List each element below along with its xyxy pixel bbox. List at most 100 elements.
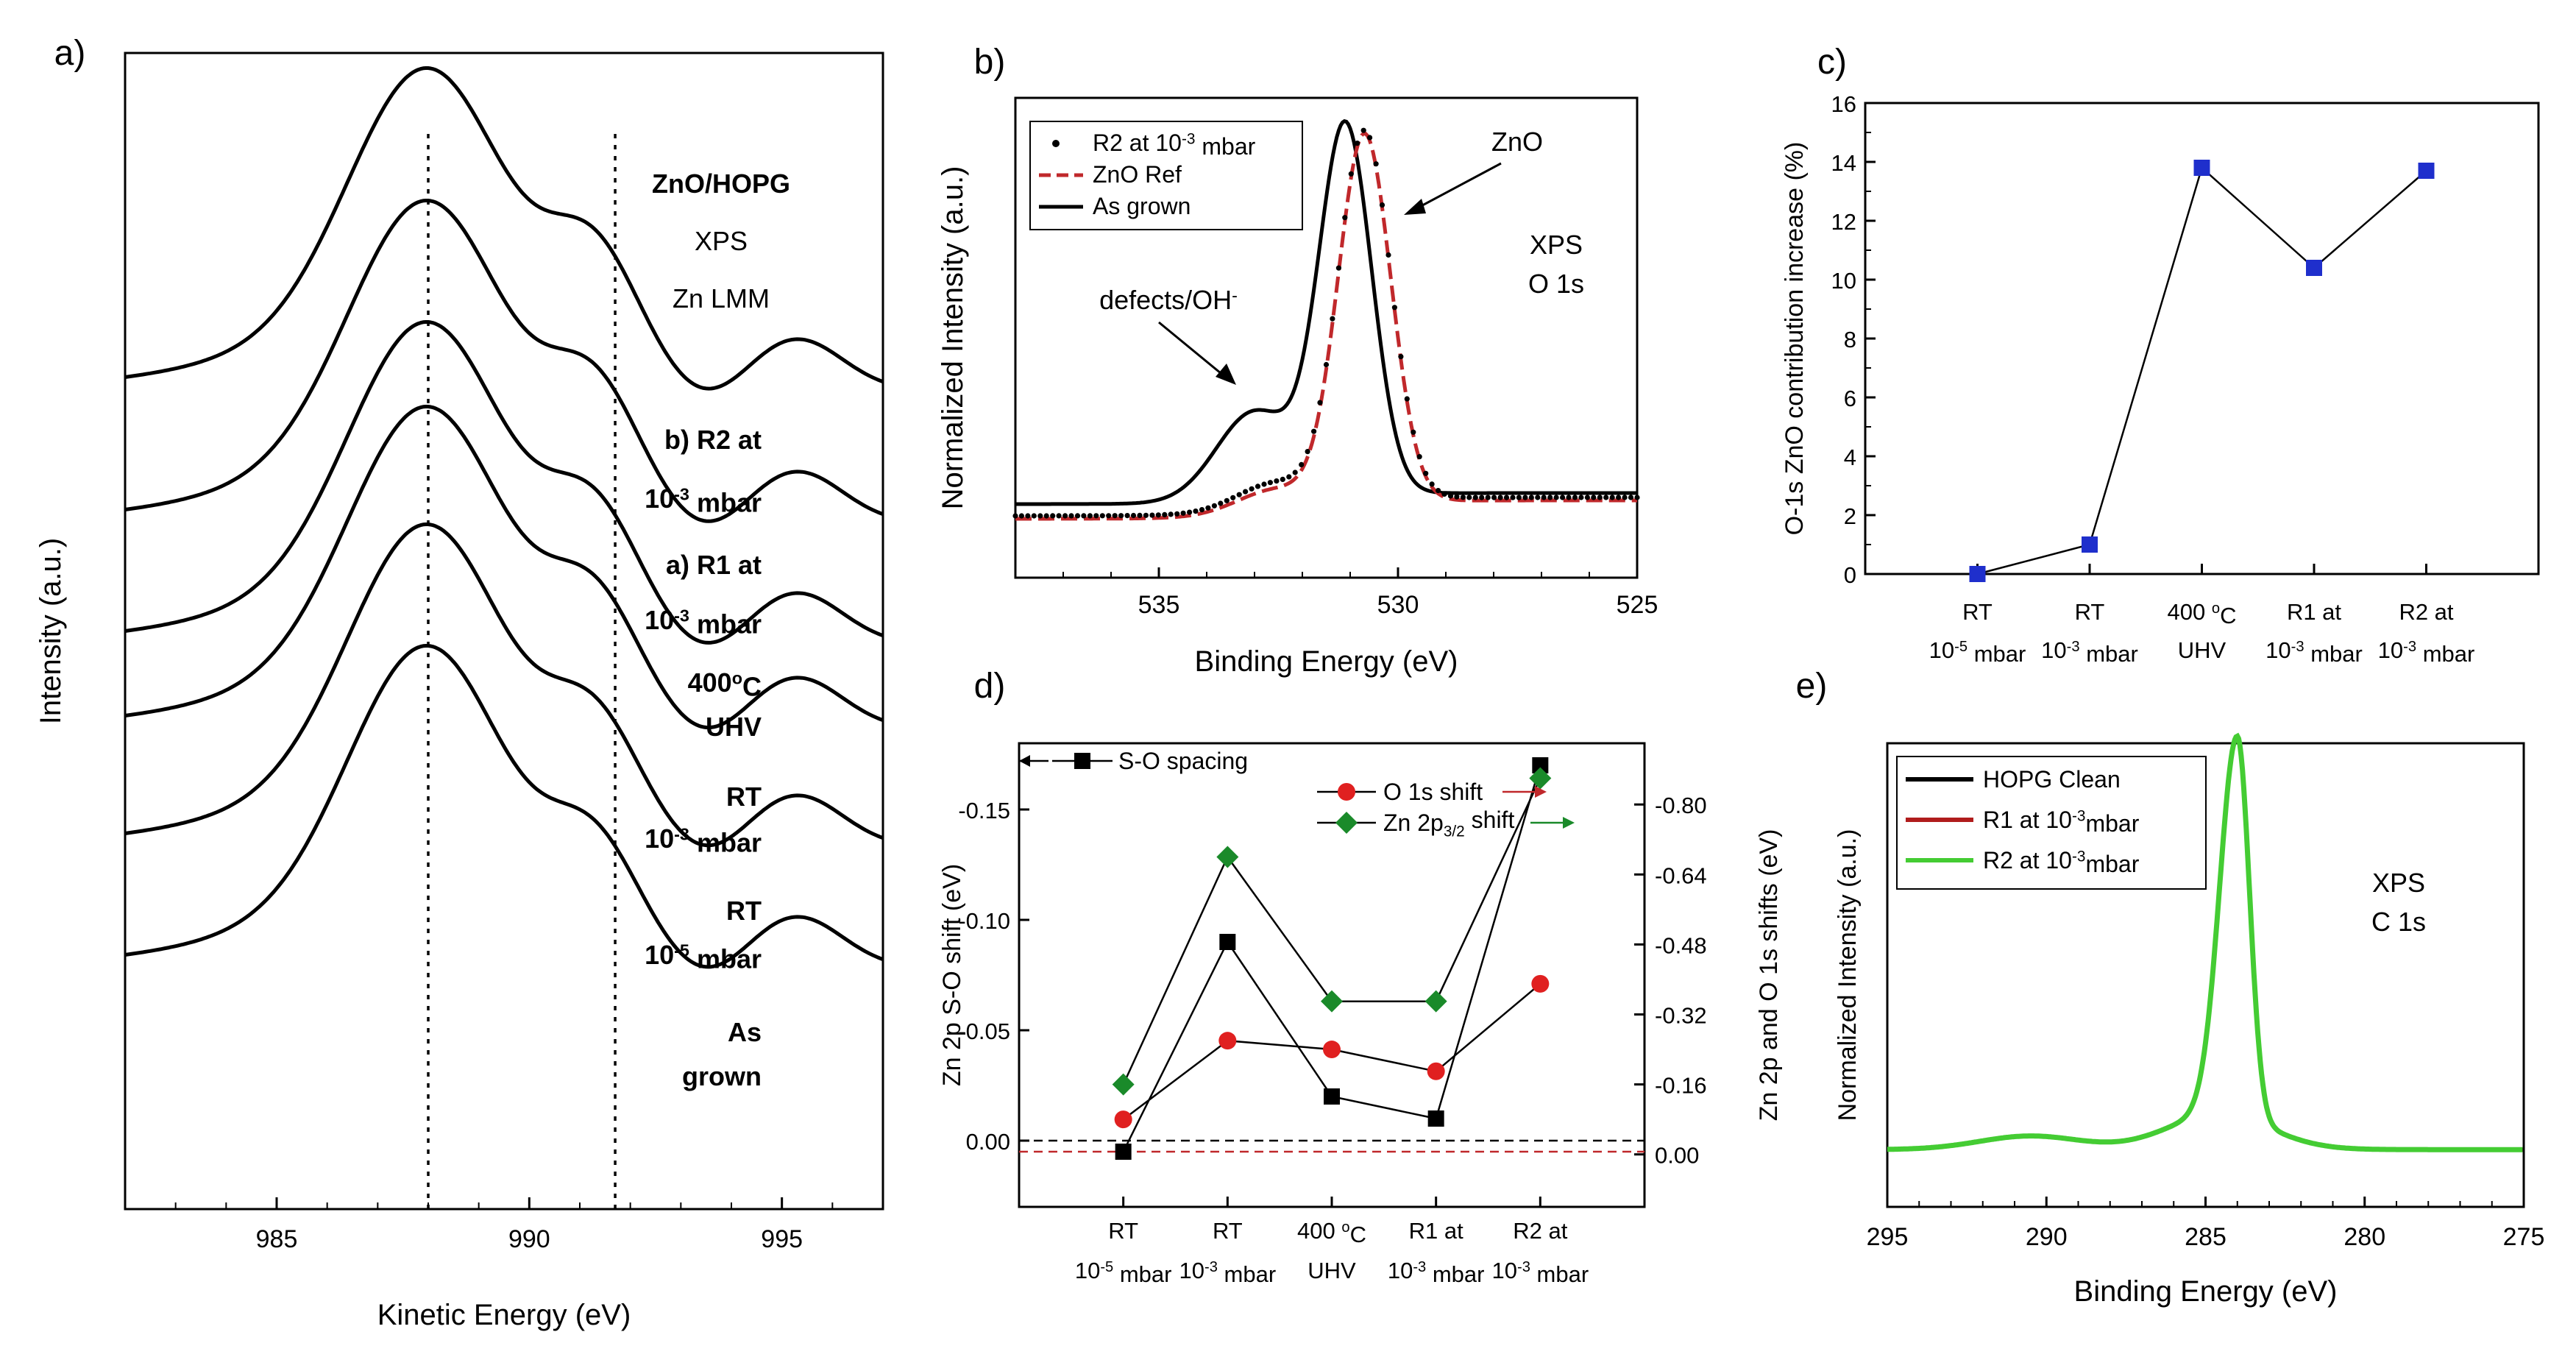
x-tick-label-e-1: 290	[2026, 1223, 2068, 1251]
legend-marker-zn2p	[1335, 812, 1358, 834]
x-tick-label-b-0: 535	[1138, 591, 1180, 619]
data-point-r2	[1578, 495, 1584, 500]
data-point-r2	[1286, 474, 1292, 480]
data-point-r2	[1348, 171, 1354, 177]
y-tick-label-c-5: 10	[1831, 268, 1856, 294]
data-point-r2	[1025, 513, 1031, 519]
category-label-3: R1 at	[2287, 599, 2341, 625]
annotation-c1s: C 1s	[2371, 907, 2426, 937]
category-sublabel-4: 10-3​ mbar	[1492, 1258, 1589, 1287]
legend-marker-b-0	[1052, 140, 1060, 147]
data-point-r2	[1068, 513, 1074, 519]
data-point-r2	[1267, 480, 1273, 486]
data-point-d-0-4	[1532, 757, 1549, 773]
category-label-0: RT	[1962, 599, 1993, 625]
data-point-r2	[1193, 509, 1199, 514]
data-point-r2	[1099, 513, 1105, 519]
category-sublabel-2: UHV	[1307, 1258, 1356, 1283]
data-point-r2	[1566, 495, 1572, 500]
data-point-r2	[1205, 505, 1211, 511]
data-point-c-2	[2193, 160, 2210, 176]
data-point-r2	[1143, 512, 1149, 518]
category-label-4: R2 at	[1513, 1218, 1567, 1244]
spectrum-a-2	[124, 320, 884, 645]
y-tick-label-left-d-1: -0.05	[958, 1018, 1010, 1044]
data-point-r2	[1497, 495, 1503, 500]
data-point-d-2-2	[1321, 990, 1343, 1013]
legend-e: HOPG Clean R1 at 10-3​mbar R2 at 10-3​mbar	[1896, 756, 2207, 890]
series-dots-r2	[1012, 127, 1640, 519]
data-point-r2	[1510, 495, 1516, 500]
x-tick-label-a-1: 990	[508, 1225, 550, 1253]
data-point-r2	[1112, 513, 1118, 519]
annotation-arrowhead-zno	[1404, 199, 1426, 215]
title-a-2: Zn LMM	[673, 283, 770, 313]
data-point-r2	[1436, 488, 1441, 494]
panel-label-b: b)	[974, 43, 1006, 82]
x-axis-label-e: Binding Energy (eV)	[2074, 1275, 2338, 1308]
annotation-xps-b: XPS	[1530, 230, 1583, 260]
data-line-c	[1977, 166, 2427, 575]
data-point-d-1-3	[1427, 1062, 1445, 1080]
category-label-4: R2 at	[2399, 599, 2453, 625]
annotation-defects: defects/OH-​	[1099, 285, 1238, 315]
data-point-r2	[1355, 141, 1360, 146]
data-point-r2	[1404, 396, 1410, 402]
y-tick-label-right-d-2: -0.32	[1655, 1002, 1707, 1028]
data-point-r2	[1043, 513, 1049, 519]
data-point-r2	[1050, 513, 1056, 519]
category-sublabel-0: 10-5​ mbar	[1075, 1258, 1172, 1287]
spectrum-a-4	[124, 522, 884, 848]
y-tick-label-c-3: 6	[1844, 386, 1856, 411]
data-point-d-2-1	[1216, 846, 1239, 868]
panel-e: e) 295 290 285 280 275 Binding Energy (eV) Norm…	[1796, 667, 2545, 1308]
data-point-r2	[1174, 511, 1180, 517]
annotation-o1s: O 1s	[1528, 269, 1584, 299]
x-tick-label-a-0: 985	[256, 1225, 298, 1253]
data-point-r2	[1584, 495, 1590, 500]
data-point-r2	[1292, 470, 1298, 475]
series-label-a-4: RT	[726, 896, 762, 926]
legend-label-o1s: O 1s shift	[1383, 779, 1483, 805]
data-point-d-1-1	[1218, 1032, 1237, 1050]
y-tick-label-right-d-3: -0.48	[1655, 932, 1707, 958]
series-sublabel-a-1: 10-3​ mbar	[645, 605, 762, 639]
data-point-r2	[1317, 400, 1323, 405]
data-point-r2	[1373, 161, 1379, 167]
y-tick-label-c-7: 14	[1831, 150, 1856, 176]
series-sublabel-a-3: 10-3​ mbar	[645, 823, 762, 858]
legend-arrowhead-so	[1019, 755, 1030, 767]
title-a-1: XPS	[695, 226, 748, 256]
data-point-r2	[1335, 265, 1341, 271]
data-point-r2	[1454, 494, 1460, 500]
category-label-1: RT	[1213, 1218, 1243, 1244]
data-point-r2	[1124, 513, 1130, 519]
data-point-r2	[1535, 495, 1541, 500]
data-point-r2	[1516, 495, 1522, 500]
data-point-r2	[1398, 354, 1404, 360]
y-tick-label-c-0: 0	[1844, 562, 1856, 588]
data-point-d-1-0	[1114, 1110, 1132, 1129]
category-label-3: R1 at	[1409, 1218, 1463, 1244]
y-tick-label-c-2: 4	[1844, 444, 1856, 470]
data-point-r2	[1218, 500, 1224, 506]
data-point-r2	[1106, 513, 1112, 519]
data-point-r2	[1093, 513, 1099, 519]
panel-d: d) 0.00 -0.05 -0.10 -0.15 0.00 -0.16 -0.32 -0.48…	[938, 667, 1783, 1287]
series-label-a-5: As	[728, 1017, 762, 1047]
data-point-r2	[1037, 513, 1043, 519]
category-sublabel-4: 10-3​ mbar	[2378, 637, 2475, 667]
data-point-d-2-0	[1112, 1073, 1135, 1096]
category-label-2: 400 o​C	[1297, 1218, 1366, 1247]
series-label-a-3: RT	[726, 782, 762, 812]
series-label-a-1: a) R1 at	[666, 550, 762, 580]
data-point-r2	[1503, 495, 1510, 500]
y-tick-label-right-d-5: -0.80	[1655, 793, 1707, 818]
data-point-r2	[1130, 512, 1137, 519]
data-point-r2	[1447, 493, 1454, 499]
legend-box-e	[1896, 756, 2207, 890]
data-point-r2	[1572, 495, 1578, 500]
data-point-r2	[1243, 489, 1249, 495]
data-point-r2	[1305, 449, 1310, 455]
